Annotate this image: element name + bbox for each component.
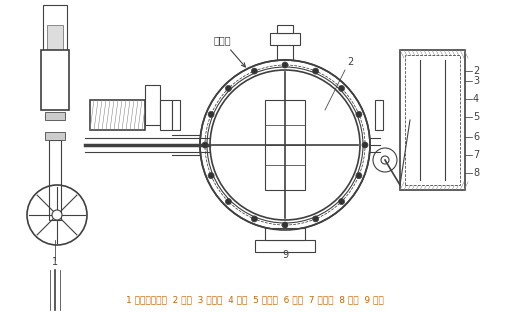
Circle shape [202,142,208,148]
Circle shape [338,198,344,205]
Bar [43,5,67,50]
Bar [254,240,315,252]
Circle shape [281,222,288,228]
Bar [41,50,69,110]
Circle shape [208,173,214,178]
Bar [45,132,65,140]
Text: 5: 5 [472,112,478,122]
Circle shape [355,111,361,117]
Circle shape [355,173,361,178]
Bar [160,100,172,130]
Circle shape [251,68,257,74]
Bar [404,55,459,185]
Bar [265,228,304,240]
Text: 1 液压执行机构  2 阀杆  3 调节杆  4 套杆  5 拨动杆  6 边杆  7 固定爪  8 蝶板  9 阀体: 1 液压执行机构 2 阀杆 3 调节杆 4 套杆 5 拨动杆 6 边杆 7 固定… [126,295,383,305]
Bar [47,25,63,55]
Circle shape [281,62,288,68]
Circle shape [208,111,214,117]
Circle shape [312,68,318,74]
Circle shape [225,85,231,91]
Text: 吹扫口: 吹扫口 [213,35,245,67]
Text: 3: 3 [472,76,478,86]
Bar [172,100,180,130]
Bar [374,100,382,130]
Text: 4: 4 [472,94,478,104]
Text: 2: 2 [346,57,352,67]
Text: 7: 7 [472,150,478,160]
Bar [276,25,293,33]
Bar [90,100,145,130]
Circle shape [312,216,318,222]
Bar [49,140,61,220]
Bar [45,112,65,120]
Text: 6: 6 [472,132,478,142]
Text: 2: 2 [472,66,478,76]
Circle shape [361,142,367,148]
Circle shape [338,85,344,91]
Circle shape [251,216,257,222]
Circle shape [52,210,62,220]
Bar [269,33,299,45]
Text: 1: 1 [52,257,58,267]
Text: 9: 9 [281,250,288,260]
Circle shape [380,156,388,164]
Bar [265,100,304,190]
Bar [399,50,464,190]
Bar [145,85,160,125]
Text: 8: 8 [472,168,478,178]
Circle shape [225,198,231,205]
